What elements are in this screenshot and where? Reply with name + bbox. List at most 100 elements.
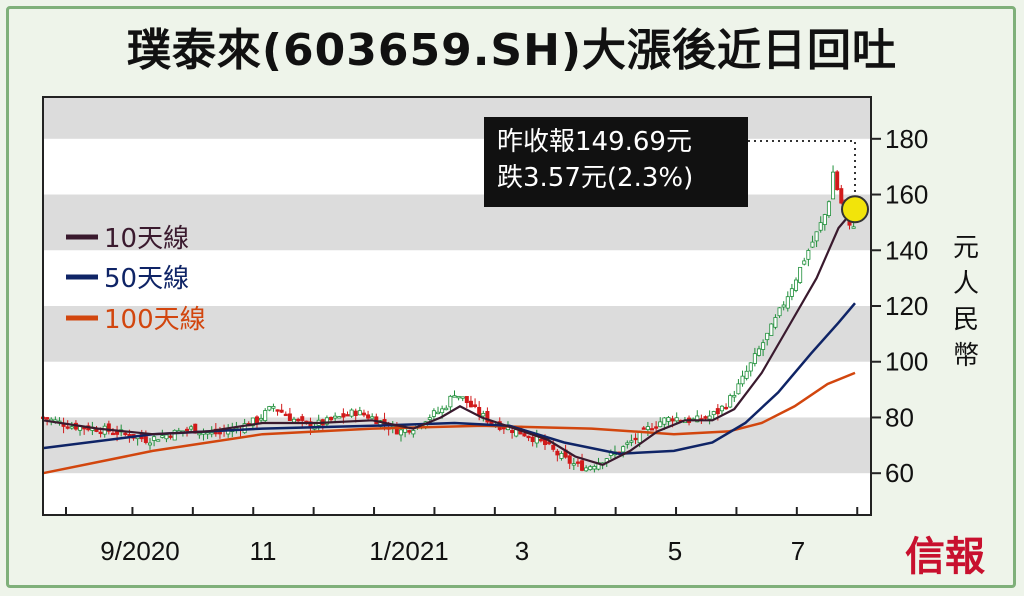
candle-body <box>719 405 724 412</box>
candle-body <box>724 406 729 410</box>
candle-body <box>481 413 486 417</box>
candle-body <box>440 408 445 414</box>
candle-body <box>217 432 222 435</box>
moving-average-lines <box>42 207 856 475</box>
y-label-char: 民 <box>953 305 979 335</box>
candle-body <box>427 417 432 420</box>
x-tick-label: 9/2020 <box>100 536 180 566</box>
candle-body <box>468 400 473 408</box>
candle-body <box>168 435 173 438</box>
candle-body <box>110 432 115 436</box>
candle-body <box>769 323 774 336</box>
candle-body <box>666 417 671 422</box>
candle-body <box>670 418 675 422</box>
candle-body <box>522 433 527 437</box>
annotation-line: 昨收報149.69元 <box>497 127 692 157</box>
candle-body <box>341 413 346 418</box>
candle-body <box>851 226 856 229</box>
x-tick-label: 1/2021 <box>369 536 449 566</box>
candle-body <box>300 416 305 421</box>
candle-body <box>98 431 103 435</box>
candle-body <box>460 396 465 399</box>
candle-body <box>752 353 757 364</box>
candle-body <box>267 406 272 411</box>
candle-body <box>567 455 572 464</box>
candle-body <box>152 436 157 441</box>
candle-body <box>357 410 362 416</box>
candle-body <box>806 250 811 260</box>
legend-label: 10天線 <box>104 224 189 254</box>
candle-body <box>189 426 194 430</box>
candle-body <box>398 429 403 436</box>
candle-body <box>781 304 786 308</box>
ma100-line <box>42 371 856 475</box>
candle-body <box>143 436 148 443</box>
candle-body <box>366 414 371 419</box>
annotation-box <box>484 117 748 207</box>
candle-body <box>485 411 490 423</box>
candle-body <box>123 432 128 435</box>
candle-body <box>728 395 733 408</box>
candle-body <box>802 260 807 265</box>
candle-body <box>407 430 412 433</box>
annotation-line: 跌3.57元(2.3%) <box>497 163 693 193</box>
candle-body <box>575 461 580 464</box>
candle-body <box>814 231 819 242</box>
candle-body <box>259 417 264 421</box>
candle-body <box>773 317 778 328</box>
candle-body <box>736 383 741 395</box>
candle-body <box>658 421 663 428</box>
candle-body <box>621 446 626 453</box>
candle-body <box>411 430 416 435</box>
candle-body <box>45 417 50 420</box>
legend: 10天線 50天線 100天線 <box>66 224 206 335</box>
candle-body <box>254 416 259 424</box>
candle-body <box>732 394 737 398</box>
candle-body <box>353 410 358 417</box>
candle-body <box>789 288 794 297</box>
candle-body <box>209 432 214 435</box>
candle-body <box>835 171 840 191</box>
candle-body <box>530 436 535 443</box>
candle-body <box>629 440 634 443</box>
candle-body <box>748 362 753 372</box>
ma50-line <box>42 302 856 455</box>
candle-body <box>452 395 457 398</box>
candle-body <box>473 404 478 408</box>
candle-body <box>160 435 165 438</box>
candle-body <box>464 396 469 404</box>
candle-body <box>296 418 301 422</box>
candle-body <box>641 427 646 430</box>
candle-body <box>324 417 329 425</box>
y-tick-label: 60 <box>885 458 914 488</box>
ma10-line <box>42 207 856 466</box>
candle-body <box>333 415 338 419</box>
candle-body <box>839 188 844 204</box>
x-tick-label: 5 <box>668 536 682 566</box>
candle-body <box>431 410 436 417</box>
candle-body <box>185 428 190 432</box>
candle-body <box>650 428 655 431</box>
y-label-char: 人 <box>953 269 979 299</box>
candle-body <box>654 426 659 429</box>
y-tick-label: 80 <box>885 402 914 432</box>
candle-body <box>250 417 255 427</box>
candle-body <box>765 332 770 341</box>
candle-body <box>69 426 74 429</box>
candle-body <box>555 450 560 456</box>
x-tick-label: 3 <box>515 536 529 566</box>
y-tick-label: 100 <box>885 347 928 377</box>
candle-body <box>477 406 482 416</box>
chart-title: 璞泰來(603659.SH)大漲後近日回吐 <box>126 25 898 76</box>
candle-body <box>740 375 745 385</box>
grid-band <box>43 306 871 362</box>
candle-body <box>279 409 284 413</box>
candle-body <box>370 416 375 419</box>
candle-body <box>559 453 564 459</box>
y-label-char: 元 <box>953 233 979 263</box>
candle-body <box>345 414 350 417</box>
candle-body <box>756 348 761 356</box>
candle-body <box>588 466 593 471</box>
